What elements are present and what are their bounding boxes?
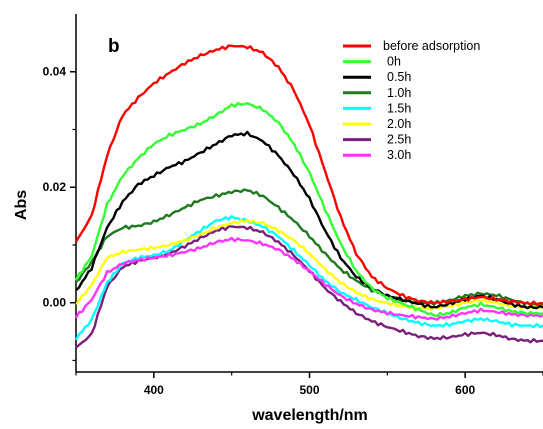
legend-label: 0h bbox=[387, 55, 401, 69]
legend-label: 2.0h bbox=[387, 117, 411, 131]
y-axis-title: Abs bbox=[13, 190, 30, 220]
y-tick-label: 0.00 bbox=[43, 296, 67, 310]
series-line-1-0h bbox=[75, 188, 543, 306]
axes bbox=[75, 14, 543, 373]
series-line-0-5h bbox=[75, 130, 543, 310]
series-line-2-0h bbox=[75, 219, 543, 311]
legend-label: 1.5h bbox=[387, 101, 411, 115]
series-line-0h bbox=[74, 101, 543, 318]
legend-label: 3.0h bbox=[387, 148, 411, 162]
legend-label: 2.5h bbox=[387, 133, 411, 147]
series-line-1-5h bbox=[74, 215, 543, 341]
legend-label: 1.0h bbox=[387, 86, 411, 100]
ticks: 400 500 600 0.00 0.02 0.04 bbox=[43, 65, 543, 397]
plot-lines bbox=[74, 44, 543, 349]
series-line-before-adsorption bbox=[74, 44, 543, 306]
y-tick-label: 0.02 bbox=[43, 180, 67, 194]
y-tick-label: 0.04 bbox=[43, 65, 67, 79]
legend: before adsorption 0h0.5h 1.0h1.5h 2.0h 2.5h3… bbox=[343, 39, 480, 162]
x-axis-title: wavelength/nm bbox=[251, 407, 368, 424]
x-tick-label: 400 bbox=[144, 383, 164, 397]
series-line-3-0h bbox=[74, 236, 543, 321]
x-tick-label: 500 bbox=[299, 383, 319, 397]
panel-label: b bbox=[108, 36, 120, 57]
series-line-2-5h bbox=[75, 225, 543, 349]
x-tick-label: 600 bbox=[455, 383, 475, 397]
legend-label: 0.5h bbox=[387, 70, 411, 84]
legend-label: before adsorption bbox=[383, 39, 480, 53]
